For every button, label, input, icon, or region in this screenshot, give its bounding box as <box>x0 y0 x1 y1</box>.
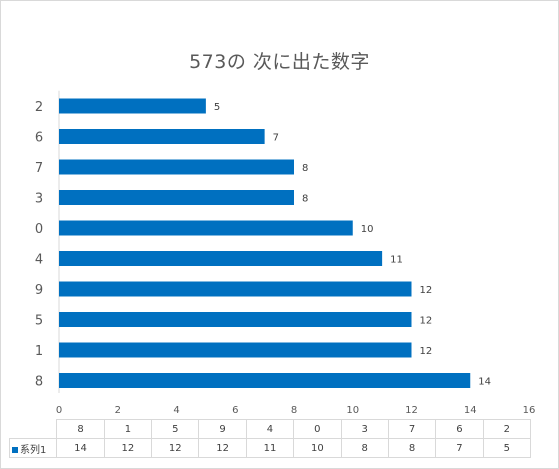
data-table-value-cell: 14 <box>56 438 105 458</box>
category-label: 0 <box>35 222 43 237</box>
data-table-category-cell: 5 <box>151 419 200 439</box>
x-tick-label: 12 <box>405 405 418 416</box>
data-table-value-row: 系列1 14 12 12 12 11 10 8 8 7 5 <box>8 438 532 458</box>
x-tick-label: 0 <box>56 405 62 416</box>
data-table-value-cell: 12 <box>151 438 200 458</box>
category-label: 3 <box>35 192 43 207</box>
data-table-value-cell: 8 <box>340 438 389 458</box>
bar <box>59 342 412 358</box>
data-label: 14 <box>478 377 491 388</box>
category-label: 6 <box>35 131 43 146</box>
data-table-category-cell: 3 <box>340 419 389 439</box>
bar <box>59 98 206 114</box>
chart-title: 573の 次に出た数字 <box>189 51 370 73</box>
data-table-value-cell: 8 <box>387 438 437 458</box>
data-table-category-cell: 1 <box>103 419 153 439</box>
data-table-category-cell: 4 <box>245 419 295 439</box>
legend-key <box>12 446 18 453</box>
bar <box>59 312 412 327</box>
data-table-value-cell: 5 <box>482 438 532 458</box>
data-table-value-cell: 12 <box>198 438 247 458</box>
x-tick-label: 10 <box>346 405 359 416</box>
bar <box>59 190 294 205</box>
data-label: 11 <box>390 255 403 266</box>
category-label: 2 <box>35 100 43 115</box>
data-label: 7 <box>273 133 279 144</box>
bar <box>59 129 265 144</box>
bar <box>59 251 383 266</box>
data-table-corner <box>9 419 58 439</box>
data-table-category-cell: 7 <box>387 419 437 439</box>
data-table-value-cell: 10 <box>293 438 342 458</box>
data-table-category-cell: 0 <box>293 419 342 439</box>
x-tick-label: 8 <box>291 405 297 416</box>
data-table-category-cell: 2 <box>482 419 532 439</box>
x-tick-label: 16 <box>523 405 536 416</box>
data-label: 8 <box>302 163 308 174</box>
bars-group: 5 7 8 8 10 11 12 12 12 14 <box>59 98 491 388</box>
series-name: 系列1 <box>20 444 47 456</box>
data-table-value-cell: 7 <box>435 438 484 458</box>
category-label: 9 <box>35 283 43 298</box>
data-label: 10 <box>361 224 374 235</box>
data-table-category-cell: 8 <box>56 419 105 439</box>
bar <box>59 220 353 236</box>
bar <box>59 159 294 175</box>
data-label: 12 <box>420 285 433 296</box>
data-table-series-label: 系列1 <box>8 438 58 458</box>
data-label: 12 <box>420 346 433 357</box>
data-label: 8 <box>302 194 308 205</box>
data-table-value-cell: 12 <box>103 438 153 458</box>
x-tick-label: 4 <box>173 405 179 416</box>
category-label: 4 <box>35 253 43 268</box>
bar <box>59 373 471 388</box>
data-table-category-cell: 6 <box>435 419 484 439</box>
x-tick-label: 2 <box>115 405 121 416</box>
category-label: 8 <box>35 375 43 390</box>
bar <box>59 281 412 297</box>
category-label: 7 <box>35 161 43 176</box>
data-table-value-cell: 11 <box>245 438 295 458</box>
x-tick-label: 6 <box>232 405 238 416</box>
category-label: 1 <box>35 344 43 359</box>
category-label: 5 <box>35 314 43 329</box>
data-table-category-cell: 9 <box>198 419 247 439</box>
x-tick-label: 14 <box>464 405 477 416</box>
data-label: 5 <box>214 102 220 113</box>
data-label: 12 <box>420 316 433 327</box>
